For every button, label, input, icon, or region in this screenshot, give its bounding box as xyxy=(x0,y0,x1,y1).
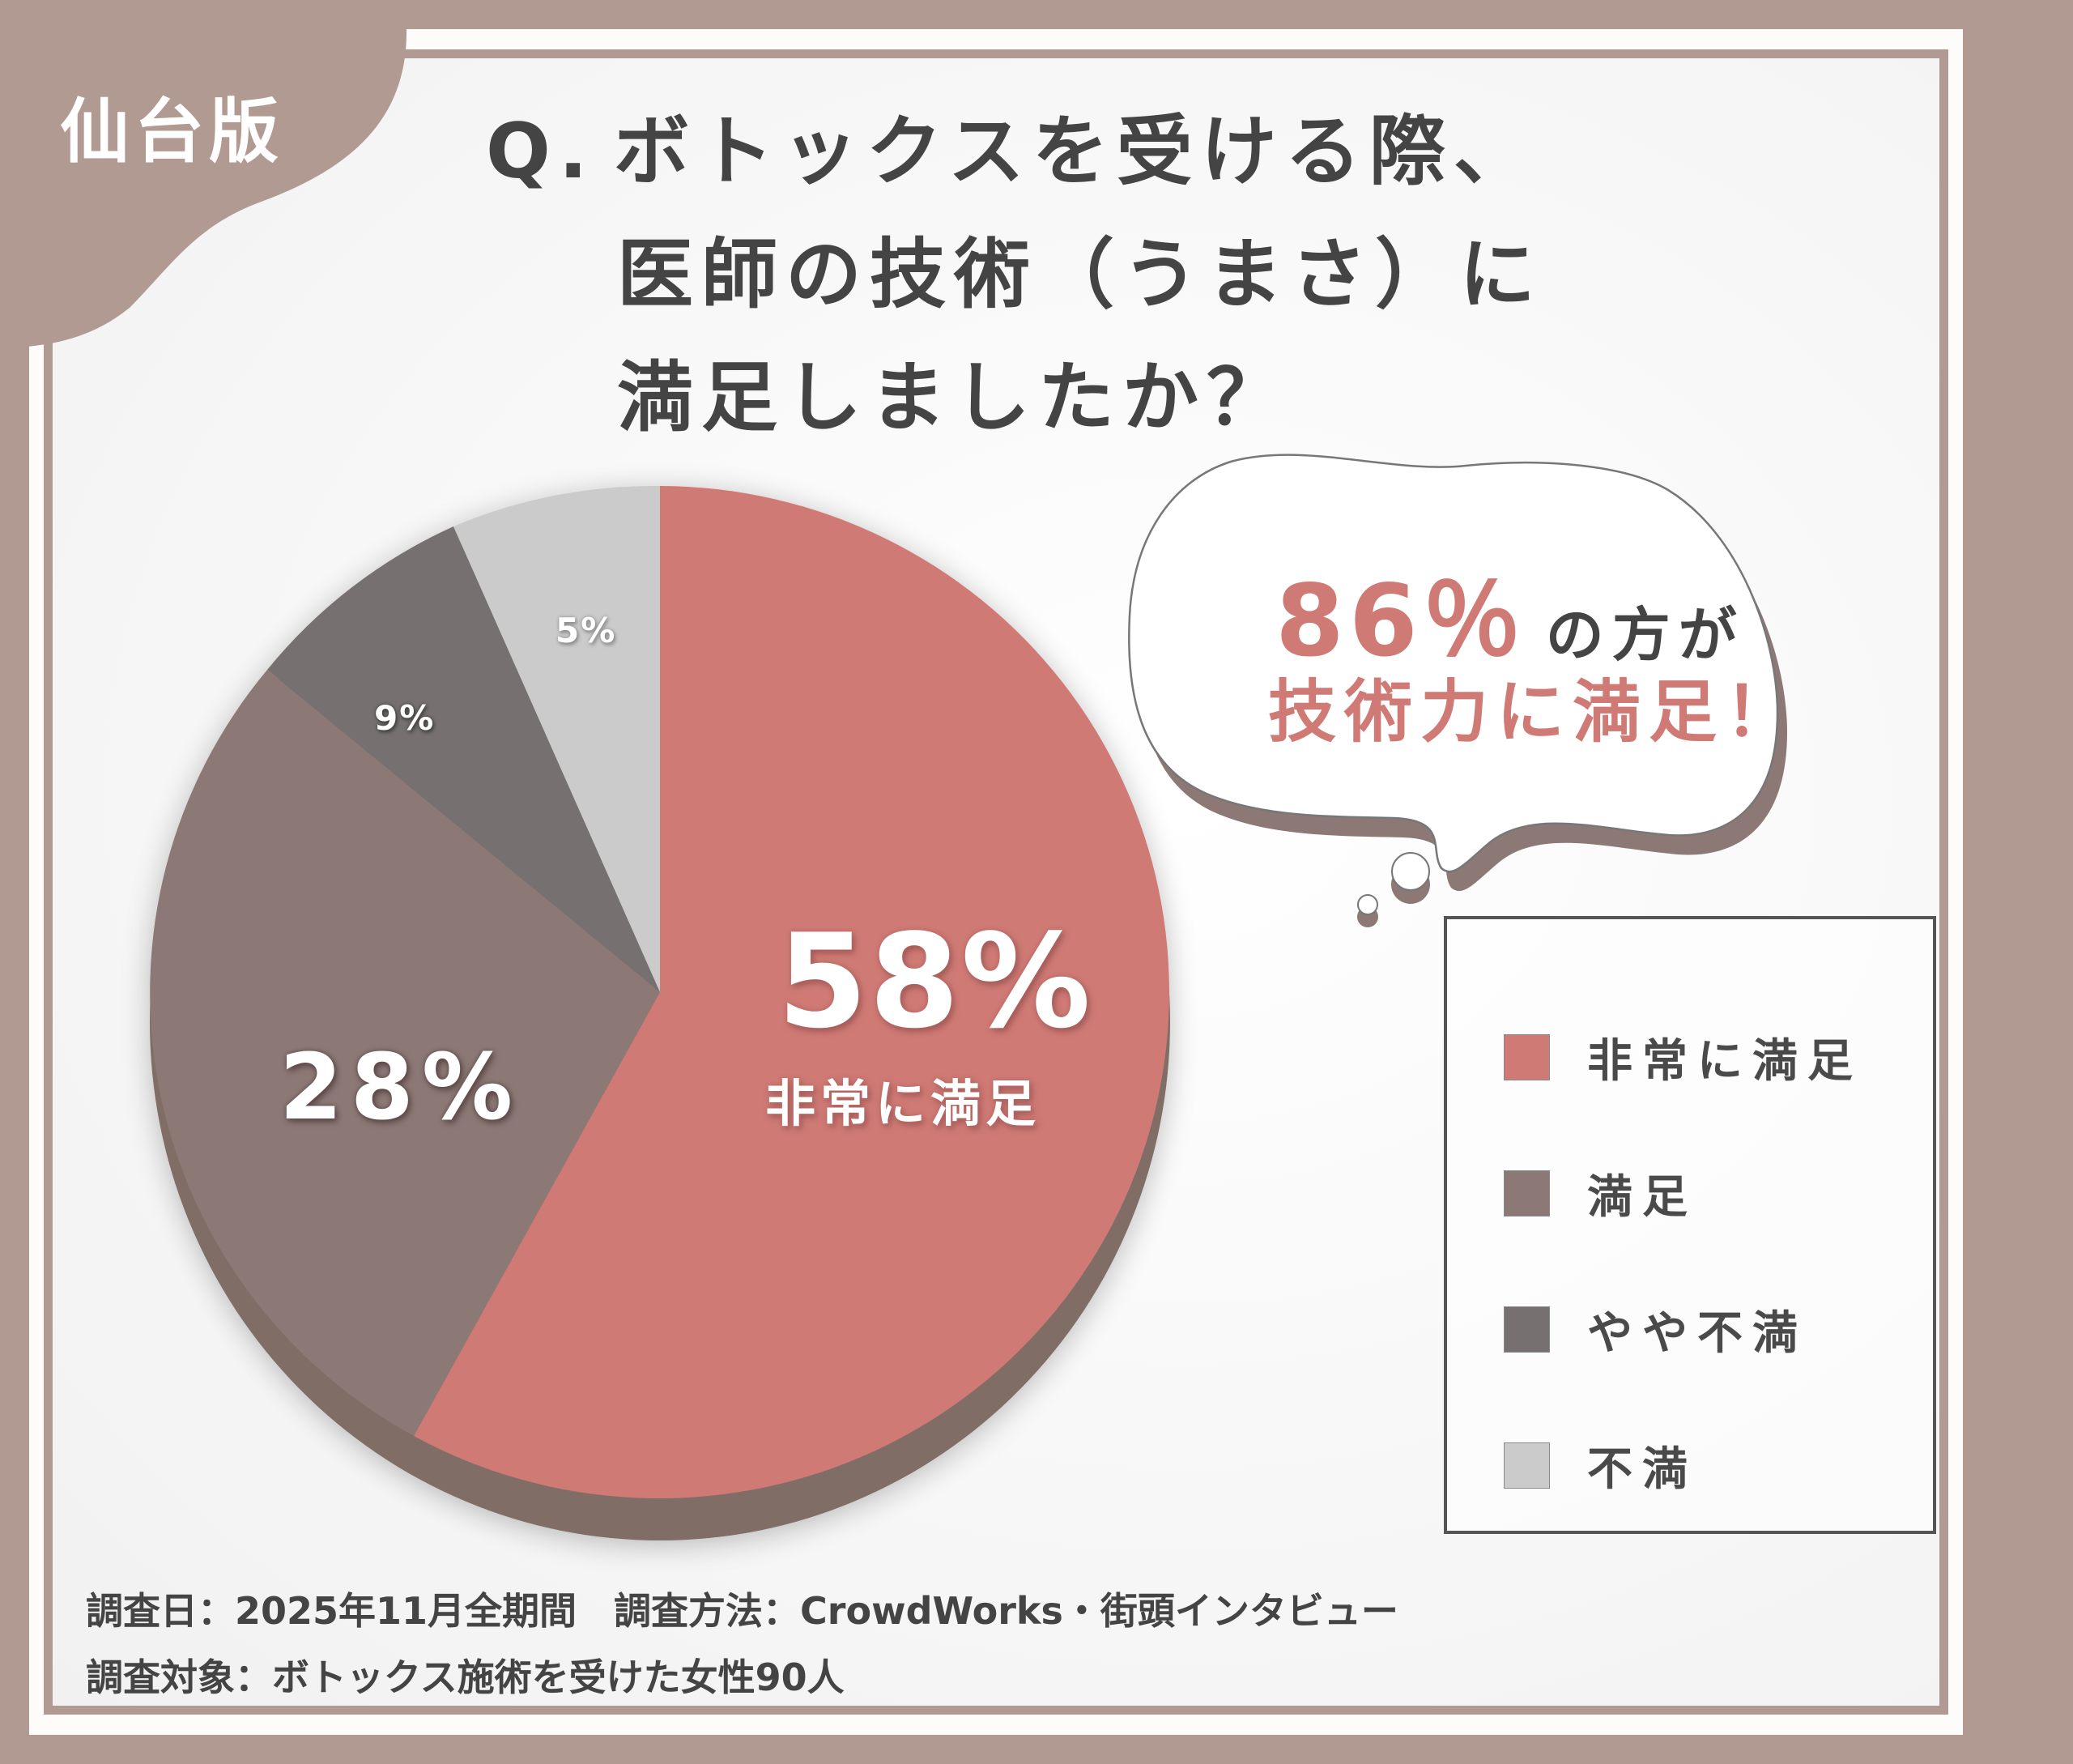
pie-label-very-satisfied-pct: 58% xyxy=(777,905,1092,1057)
title-line-3: 満足しましたか？ xyxy=(617,354,1292,442)
legend-item-very-satisfied: 非常に満足 xyxy=(1504,1033,1862,1088)
legend-item-somewhat-dissatisfied: やや不満 xyxy=(1504,1305,1807,1360)
chart-legend: 非常に満足 満足 やや不満 不満 xyxy=(1444,916,1936,1534)
survey-date-method: 調査日：2025年11月全期間 調査方法：CrowdWorks・街頭インタビュー xyxy=(86,1589,1398,1633)
title-text-1: ボトックスを受ける際、 xyxy=(613,108,1538,196)
pie-slice-somewhat-dissatisfied xyxy=(267,526,660,992)
survey-target: 調査対象：ボトックス施術を受けた女性90人 xyxy=(86,1655,845,1699)
callout-percent: 86％ xyxy=(1275,564,1526,679)
legend-item-satisfied: 満足 xyxy=(1504,1169,1697,1224)
corner-badge-shape xyxy=(0,0,407,348)
legend-swatch-dissatisfied xyxy=(1504,1442,1550,1489)
thought-dot-small xyxy=(1357,894,1378,915)
legend-item-dissatisfied: 不満 xyxy=(1504,1441,1697,1496)
question-prefix: Q. xyxy=(486,108,596,196)
title-line-1: Q. ボトックスを受ける際、 xyxy=(486,91,1543,214)
region-badge: 仙台版 xyxy=(60,92,283,173)
legend-swatch-satisfied xyxy=(1504,1170,1550,1216)
inner-frame-border xyxy=(44,49,1948,1715)
pie-label-very-satisfied-name: 非常に満足 xyxy=(765,1074,1041,1133)
legend-swatch-very-satisfied xyxy=(1504,1033,1550,1080)
pie-label-satisfied-pct: 28% xyxy=(279,1035,521,1140)
thought-dot-large xyxy=(1391,852,1430,891)
thought-bubble xyxy=(1128,454,1779,873)
legend-label: やや不満 xyxy=(1587,1306,1807,1360)
pie-label-dissatisfied-pct: 5% xyxy=(555,611,617,650)
pie-slice-very-satisfied xyxy=(414,486,1169,1498)
legend-label: 満足 xyxy=(1587,1170,1697,1224)
pie-slice-satisfied xyxy=(150,670,661,1436)
pie-label-somewhat-dissatisfied-pct: 9% xyxy=(374,698,436,738)
callout-suffix: の方が xyxy=(1545,601,1745,669)
callout-line-1: 86％ の方が xyxy=(1275,541,1745,684)
pie-slice-dissatisfied xyxy=(453,485,660,992)
callout-line-2: 技術力に満足！ xyxy=(1268,672,1802,752)
legend-label: 不満 xyxy=(1587,1442,1697,1496)
pie-chart xyxy=(150,485,1170,1540)
survey-footer: 調査日：2025年11月全期間 調査方法：CrowdWorks・街頭インタビュー… xyxy=(86,1578,1398,1711)
legend-label: 非常に満足 xyxy=(1587,1034,1862,1088)
legend-swatch-somewhat-dissatisfied xyxy=(1504,1306,1550,1353)
page-title: Q. ボトックスを受ける際、 医師の技術（うまさ）に 満足しましたか？ xyxy=(486,91,1543,460)
title-line-2: 医師の技術（うまさ）に xyxy=(617,231,1544,319)
